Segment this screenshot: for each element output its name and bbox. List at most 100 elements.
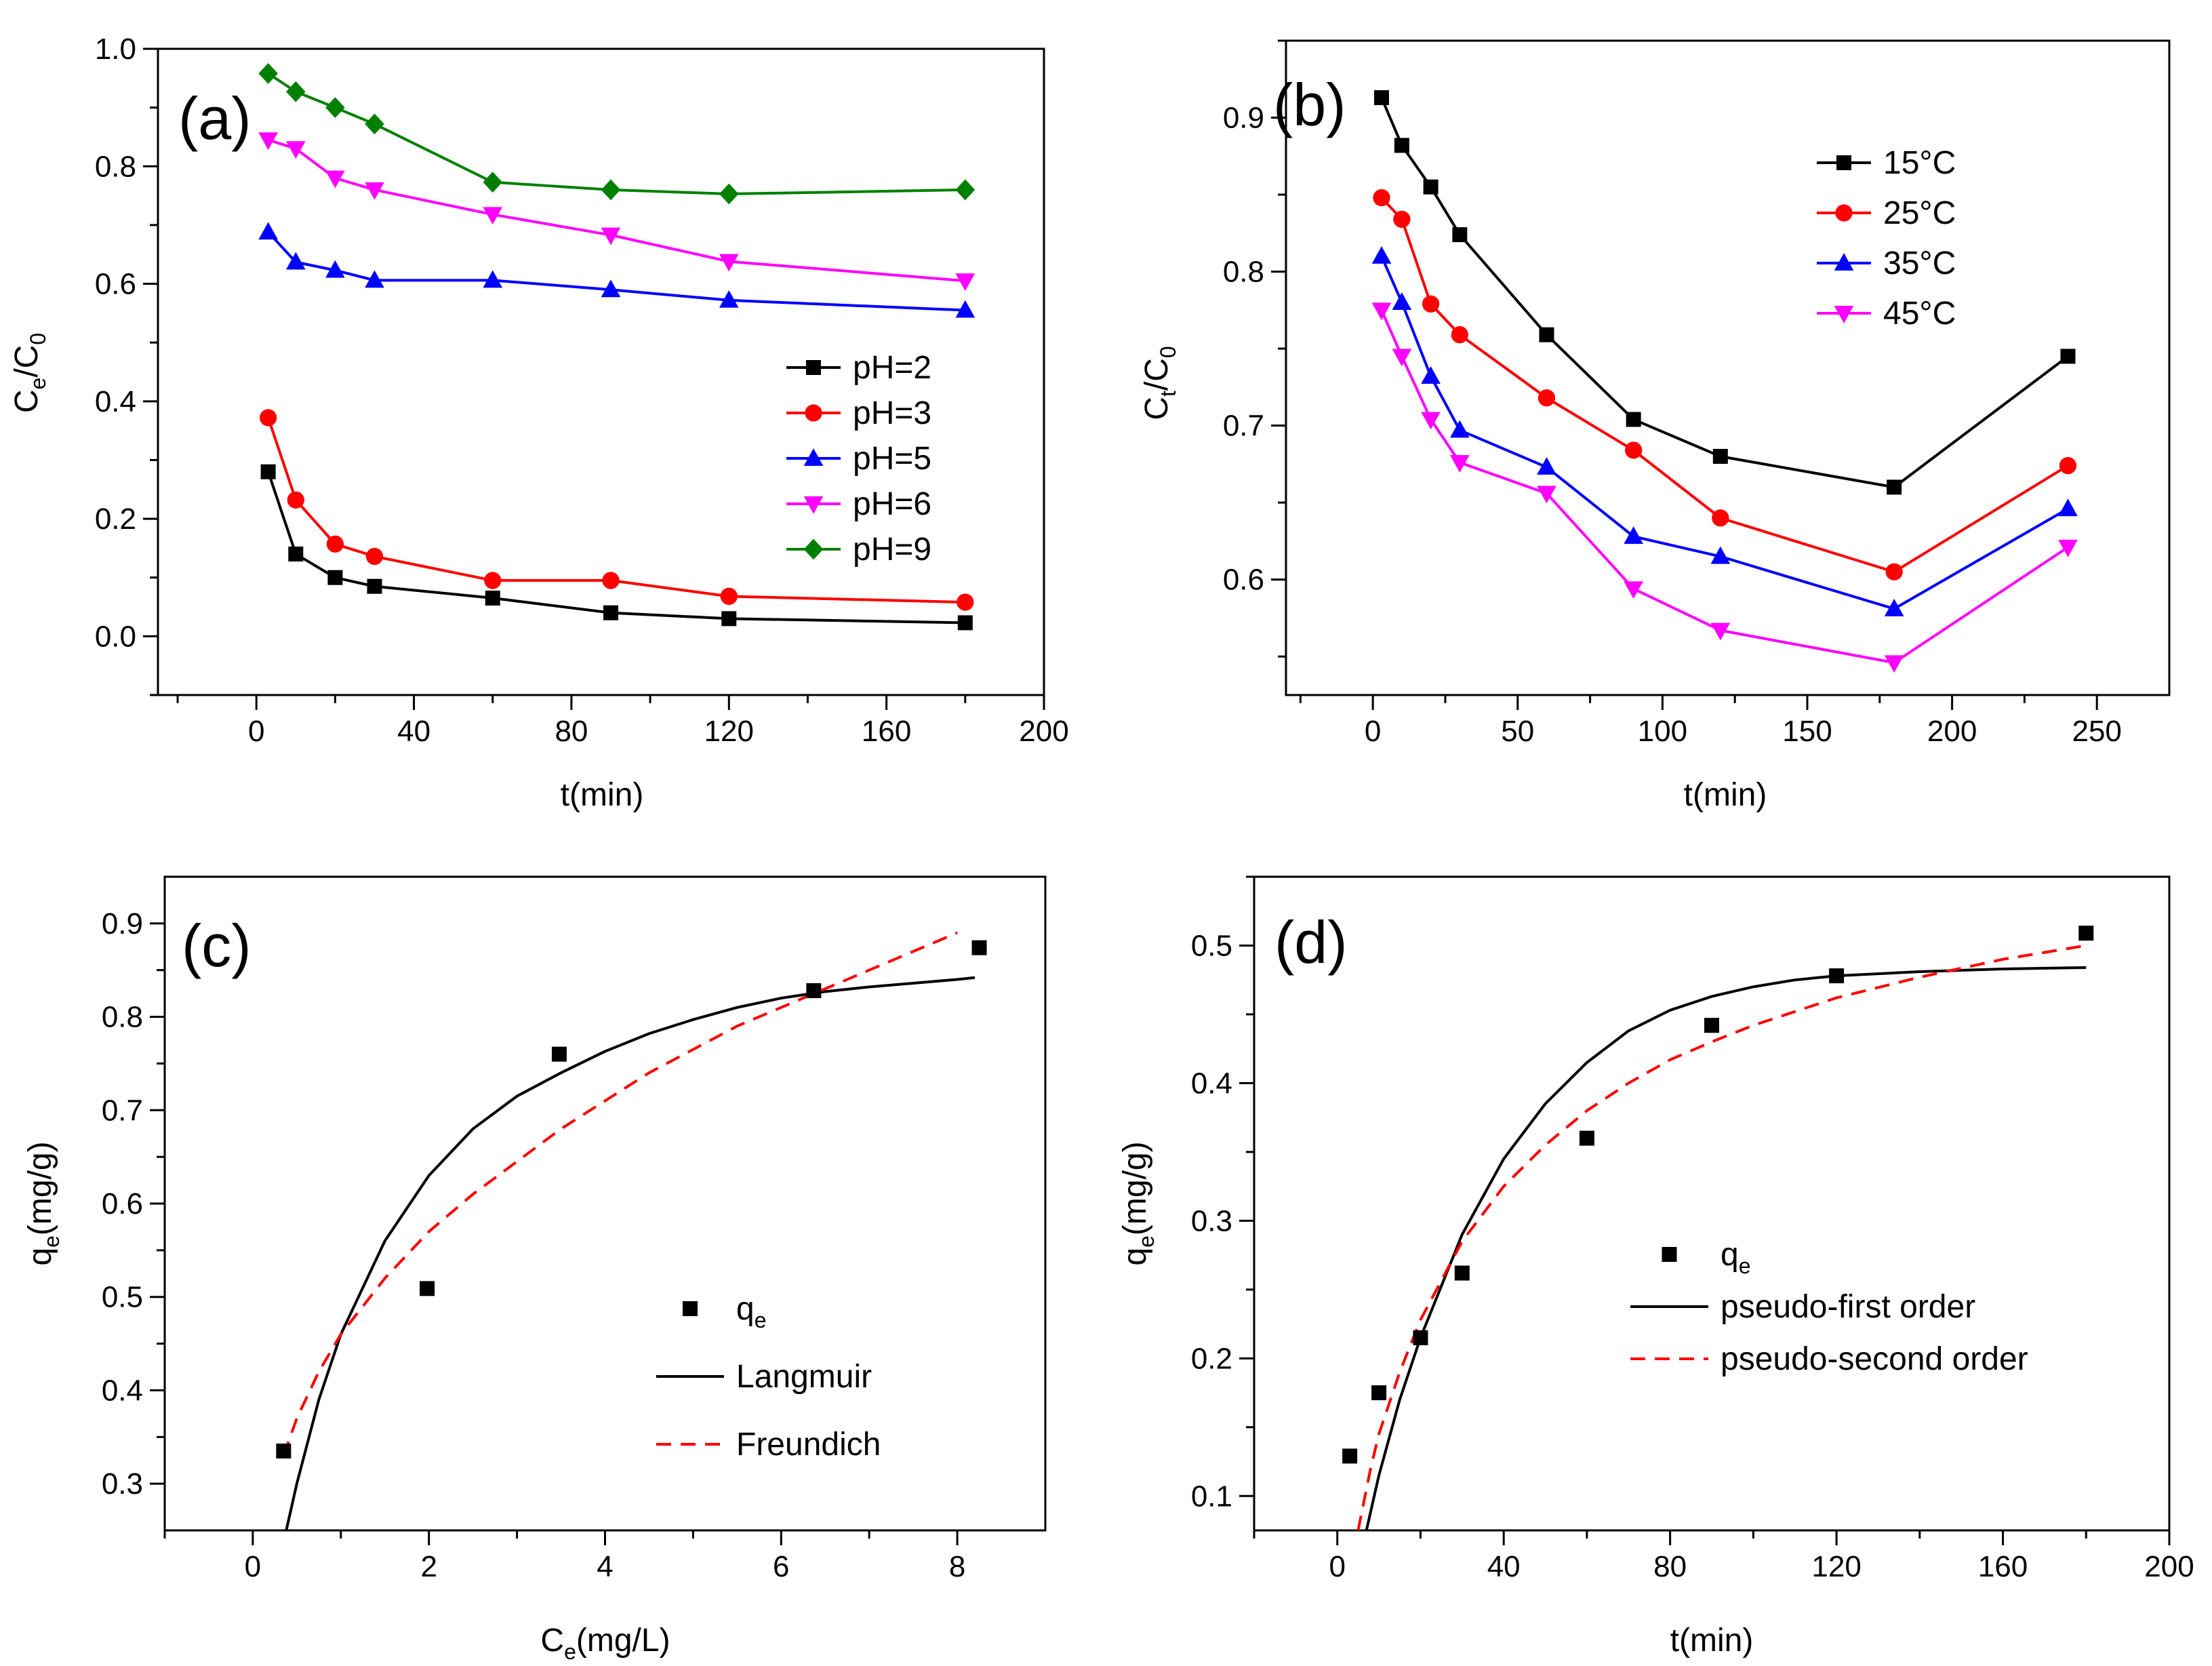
legend-marker bbox=[803, 448, 824, 466]
data-point-pH=9-20 bbox=[325, 97, 345, 119]
y-axis-label-sub: e bbox=[39, 1235, 64, 1248]
y-axis-label-main: q bbox=[1117, 1248, 1153, 1266]
series-line-15°C bbox=[1380, 97, 2069, 489]
series-line-pH=9 bbox=[267, 72, 965, 195]
y-tick-label: 0.5 bbox=[1191, 929, 1232, 962]
data-point-15°C-90 bbox=[1626, 412, 1641, 427]
y-tick-label: 0.8 bbox=[102, 1001, 143, 1034]
fit-line-pseudo-first order bbox=[1365, 966, 2087, 1530]
data-point-pH=9-30 bbox=[365, 113, 384, 135]
series-pH=9: pH=9 bbox=[258, 62, 976, 568]
y-tick-label: 0.9 bbox=[102, 907, 143, 940]
data-point-pH=2-120 bbox=[721, 611, 737, 627]
panel-b: 0 50 100 150 200 250 0.6 0.7 0.8 0.9 (b) t(min) Ct/C… bbox=[1139, 39, 2171, 813]
y-axis-label-main: q bbox=[22, 1248, 58, 1266]
x-tick-label: 0 bbox=[1329, 1550, 1345, 1583]
legend-label-sub: e bbox=[755, 1308, 767, 1332]
y-tick-label: 0.6 bbox=[102, 1187, 143, 1221]
data-point-5 bbox=[1704, 1018, 1719, 1033]
legend-label-sub: e bbox=[1739, 1254, 1751, 1278]
data-point-pH=6-120 bbox=[719, 254, 739, 272]
x-tick-label: 120 bbox=[704, 715, 754, 748]
y-tick-label: 0.0 bbox=[95, 620, 136, 653]
series-45°C: 45°C bbox=[1371, 296, 2078, 673]
y-tick-label: 0.8 bbox=[1223, 256, 1264, 289]
data-point-pH=6-90 bbox=[601, 227, 621, 245]
data-point-pH=9-3 bbox=[258, 62, 278, 84]
x-axis-label: t(min) bbox=[1670, 1623, 1754, 1659]
data-point-pH=6-3 bbox=[258, 132, 278, 151]
data-point-15°C-240 bbox=[2060, 349, 2076, 364]
series-15°C: 15°C bbox=[1373, 90, 2076, 495]
data-point-1 bbox=[420, 1281, 435, 1296]
data-point-pH=9-90 bbox=[601, 179, 621, 201]
data-point-25°C-20 bbox=[1422, 295, 1440, 313]
data-point-pH=6-30 bbox=[365, 182, 384, 200]
data-point-0 bbox=[1342, 1448, 1358, 1464]
legend-marker bbox=[1834, 253, 1854, 271]
data-point-pH=5-60 bbox=[483, 270, 503, 288]
data-point-pH=5-120 bbox=[719, 290, 739, 308]
x-tick-label: 250 bbox=[2072, 715, 2121, 748]
y-axis-label-main: C bbox=[9, 389, 45, 413]
data-point-pH=2-3 bbox=[260, 464, 276, 479]
legend-label: pH=3 bbox=[853, 395, 931, 431]
data-point-pH=5-10 bbox=[286, 252, 306, 270]
legend-label: Freundich bbox=[736, 1427, 881, 1463]
y-tick-label: 0.3 bbox=[102, 1467, 143, 1501]
panel-a-frame bbox=[157, 47, 1045, 696]
x-axis-label: t(min) bbox=[561, 777, 644, 813]
series-25°C: 25°C bbox=[1373, 189, 2077, 581]
data-point-pH=5-20 bbox=[325, 260, 345, 278]
data-point-pH=5-90 bbox=[601, 279, 621, 298]
legend-label: 25°C bbox=[1883, 195, 1956, 231]
y-axis-label: Ct/C0 bbox=[1139, 346, 1180, 420]
data-point-45°C-240 bbox=[2058, 540, 2078, 557]
data-point-35°C-60 bbox=[1537, 457, 1556, 475]
series-pH=5: pH=5 bbox=[258, 222, 976, 477]
x-axis-label-main: C bbox=[540, 1623, 564, 1659]
x-tick-label: 8 bbox=[949, 1550, 965, 1583]
x-tick-label: 200 bbox=[2144, 1550, 2194, 1583]
x-tick-label: 4 bbox=[597, 1550, 613, 1583]
data-point-pH=9-10 bbox=[286, 81, 306, 102]
y-tick-label: 0.4 bbox=[1191, 1067, 1232, 1100]
data-point-pH=2-20 bbox=[327, 570, 343, 585]
legend-label: 35°C bbox=[1883, 245, 1956, 281]
data-point-pH=6-60 bbox=[483, 207, 503, 225]
series-35°C: 35°C bbox=[1371, 245, 2078, 616]
data-point-pH=3-20 bbox=[326, 535, 344, 553]
data-point-7 bbox=[2078, 926, 2094, 941]
legend-marker bbox=[1835, 204, 1853, 222]
data-point-pH=5-3 bbox=[258, 222, 278, 240]
y-tick-label: 0.1 bbox=[1191, 1480, 1232, 1513]
data-point-35°C-120 bbox=[1710, 546, 1731, 564]
fit-line-Freundich bbox=[282, 931, 958, 1456]
x-axis-label-rest: (mg/L) bbox=[576, 1623, 670, 1659]
data-point-pH=3-90 bbox=[602, 572, 620, 589]
x-tick-label: 150 bbox=[1782, 715, 1832, 748]
data-point-pH=3-180 bbox=[957, 593, 974, 611]
data-point-25°C-90 bbox=[1625, 441, 1643, 459]
legend-label: pseudo-first order bbox=[1721, 1289, 1975, 1325]
y-axis-label-rest: (mg/g) bbox=[22, 1141, 58, 1235]
y-tick-label: 0.7 bbox=[1223, 410, 1264, 443]
y-axis-label-sub: e bbox=[26, 378, 50, 390]
series-line-pH=3 bbox=[266, 417, 965, 604]
data-point-25°C-240 bbox=[2059, 457, 2077, 475]
data-point-pH=9-180 bbox=[955, 179, 976, 201]
data-point-35°C-10 bbox=[1392, 292, 1412, 310]
data-point-2 bbox=[1413, 1330, 1428, 1345]
y-axis-label-rest: (mg/g) bbox=[1117, 1141, 1153, 1235]
series-line-45°C bbox=[1380, 309, 2069, 665]
panel-d-frame bbox=[1253, 875, 2171, 1532]
legend-label-main: q bbox=[1721, 1237, 1739, 1273]
y-tick-label: 0.3 bbox=[1191, 1204, 1232, 1237]
data-point-35°C-3 bbox=[1371, 246, 1392, 264]
x-tick-label: 0 bbox=[248, 715, 264, 748]
fit-line-pseudo-second order bbox=[1356, 944, 2087, 1530]
legend-label: pH=9 bbox=[853, 532, 931, 568]
x-tick-label: 2 bbox=[420, 1550, 437, 1583]
x-tick-label: 160 bbox=[1978, 1550, 2028, 1583]
